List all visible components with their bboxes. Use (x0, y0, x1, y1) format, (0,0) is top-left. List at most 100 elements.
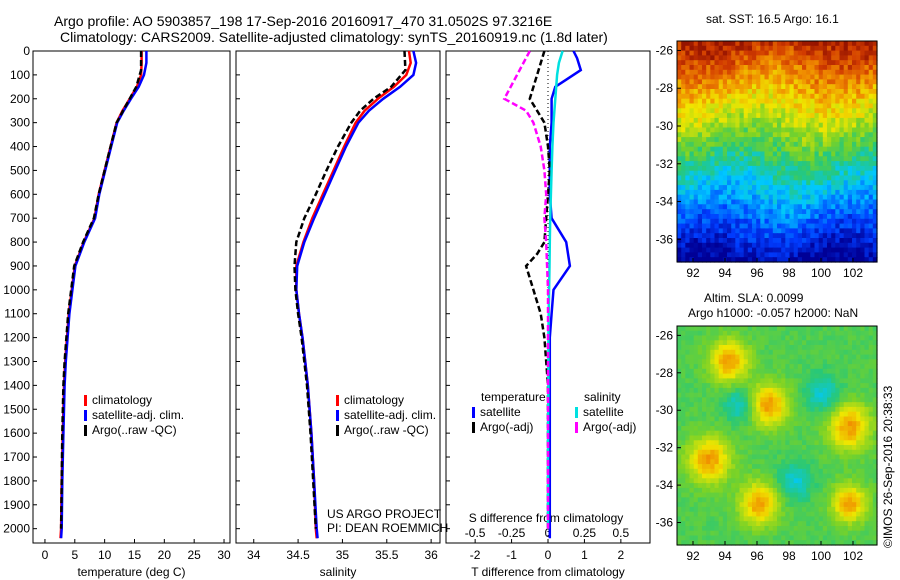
map-cell (714, 487, 720, 494)
map-cell (818, 84, 824, 90)
map-cell (760, 141, 766, 148)
map-cell (731, 473, 736, 479)
map-cell (731, 516, 736, 522)
map-cell (677, 218, 682, 225)
map-cell (785, 383, 791, 389)
map-cell (727, 540, 732, 546)
map-cell (697, 146, 703, 153)
map-cell (864, 473, 870, 479)
map-cell (727, 209, 732, 215)
x-tick-label: 35.5 (375, 548, 399, 562)
map-cell (739, 378, 745, 384)
map-cell (706, 387, 711, 394)
map-cell (810, 345, 816, 351)
map-cell (714, 426, 720, 432)
map-cell (760, 397, 766, 403)
map-cell (814, 435, 820, 441)
map-cell (768, 459, 774, 465)
map-cell (864, 151, 870, 157)
map-cell (785, 359, 791, 365)
map-cell (777, 487, 782, 494)
map-cell (810, 364, 816, 370)
map-cell (839, 252, 845, 258)
map-cell (722, 137, 728, 143)
map-cell (764, 228, 770, 234)
map-cell (864, 326, 870, 332)
map-cell (810, 194, 816, 201)
map-cell (722, 41, 728, 47)
map-cell (806, 170, 811, 177)
map-cell (697, 161, 703, 167)
map-cell (822, 521, 828, 527)
map-cell (818, 387, 824, 394)
map-cell (835, 511, 841, 518)
map-cell (847, 330, 853, 337)
map-cell (697, 218, 703, 225)
map-cell (822, 464, 828, 470)
map-cell (831, 185, 836, 191)
map-cell (685, 257, 691, 263)
map-cell (731, 454, 736, 460)
map-cell (847, 185, 853, 191)
x-tick-label: 36 (424, 548, 438, 562)
map-cell (722, 502, 728, 508)
map-cell (739, 74, 745, 80)
map-cell (768, 127, 774, 133)
map-cell (785, 335, 791, 341)
map-cell (693, 252, 699, 258)
map-cell (735, 161, 741, 167)
map-cell (835, 449, 841, 456)
map-cell (735, 69, 741, 76)
map-cell (681, 228, 686, 234)
map-cell (814, 387, 820, 394)
map-cell (756, 151, 761, 157)
map-cell (697, 340, 703, 346)
map-cell (822, 430, 828, 437)
map-cell (797, 383, 803, 389)
map-cell (752, 330, 757, 337)
map-cell (793, 340, 799, 346)
map-cell (839, 55, 845, 61)
map-cell (835, 137, 841, 143)
map-cell (752, 492, 757, 498)
map-cell (789, 151, 795, 157)
map-cell (777, 435, 782, 441)
map-cell (681, 209, 686, 215)
map-cell (710, 98, 716, 105)
map-cell (802, 473, 807, 479)
map-cell (714, 161, 720, 167)
map-cell (693, 483, 699, 489)
map-cell (822, 335, 828, 341)
map-cell (706, 402, 711, 408)
map-cell (772, 103, 778, 109)
map-cell (768, 506, 774, 513)
legend-group-temperature: temperature (481, 390, 546, 404)
map-cell (681, 406, 686, 413)
map-cell (743, 345, 749, 351)
map-cell (714, 383, 720, 389)
map-cell (706, 540, 711, 546)
map-cell (843, 141, 849, 148)
map-cell (835, 540, 841, 546)
map-cell (772, 378, 778, 384)
map-cell (793, 257, 799, 263)
map-cell (806, 41, 811, 47)
map-cell (731, 209, 736, 215)
map-cell (789, 214, 795, 220)
map-cell (743, 127, 749, 133)
map-cell (747, 141, 753, 148)
map-cell (752, 89, 757, 95)
map-cell (835, 252, 841, 258)
map-cell (814, 406, 820, 413)
map-cell (810, 430, 816, 437)
map-cell (839, 521, 845, 527)
map-cell (756, 209, 761, 215)
map-cell (868, 416, 874, 422)
map-cell (677, 359, 682, 365)
map-cell (718, 180, 724, 186)
map-cell (789, 354, 795, 360)
map-cell (714, 492, 720, 498)
map-cell (714, 242, 720, 249)
map-cell (760, 435, 766, 441)
map-cell (781, 435, 786, 441)
